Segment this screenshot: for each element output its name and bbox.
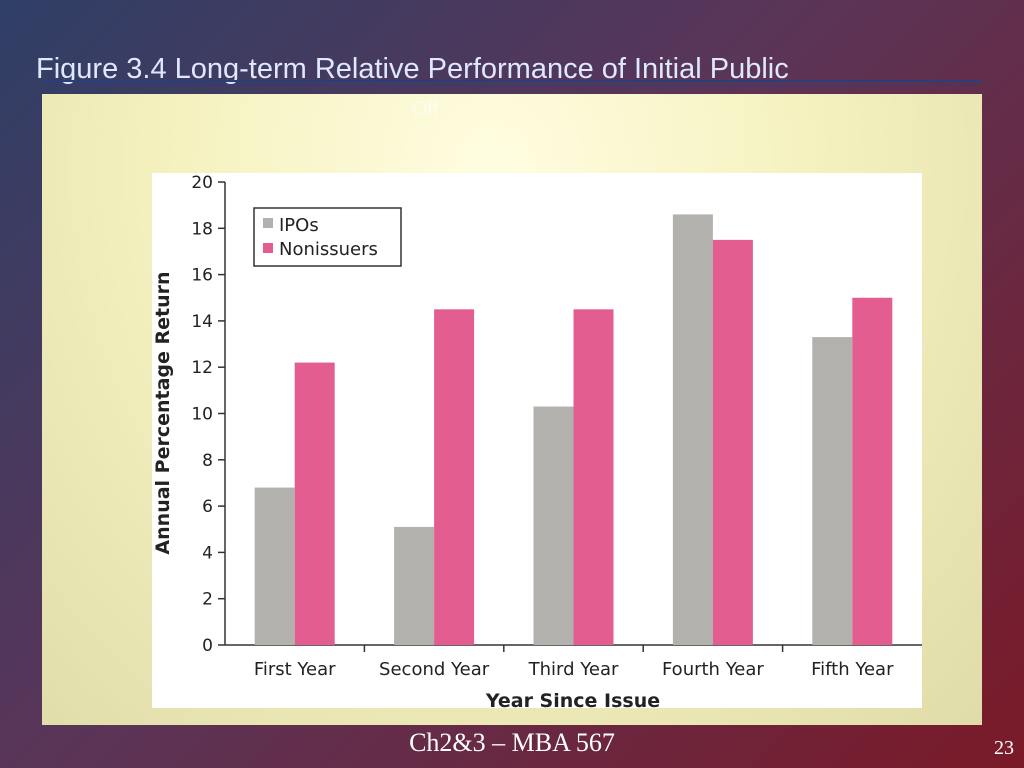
legend: IPOs Nonissuers	[253, 207, 402, 267]
bar-nonissuers-first-year	[294, 362, 335, 645]
y-tick-label: 16	[191, 266, 213, 286]
bar-nonissuers-second-year	[434, 309, 475, 645]
legend-box	[253, 207, 402, 267]
y-tick-label: 8	[202, 451, 213, 471]
x-axis: First Year Second Year Third Year Fourth Ye…	[225, 644, 922, 680]
slide-title-overflow: Off	[412, 98, 439, 120]
y-tick-label: 0	[202, 636, 213, 656]
x-tick-label: First Year	[254, 659, 336, 680]
slide-title: Figure 3.4 Long-term Relative Performanc…	[36, 53, 789, 85]
bar-ipos-third-year	[533, 406, 574, 645]
page-number: 23	[994, 737, 1014, 759]
y-tick-label: 6	[202, 497, 213, 517]
bar-nonissuers-fourth-year	[712, 239, 753, 645]
x-tick-label: Fourth Year	[662, 659, 764, 680]
y-tick-label: 12	[191, 358, 213, 378]
legend-swatch-nonissuers	[263, 243, 273, 253]
chart-container: 0 2 4 6 8 10 12 14 16 18 20 First Year Second Year T…	[152, 173, 922, 708]
y-tick-label: 20	[191, 173, 213, 193]
bar-ipos-first-year	[254, 487, 295, 645]
bar-ipos-fourth-year	[672, 214, 713, 645]
bar-nonissuers-fifth-year	[852, 297, 893, 645]
y-tick-label: 10	[191, 405, 213, 425]
y-tick-label: 18	[191, 219, 213, 239]
bar-ipos-second-year	[394, 526, 435, 645]
bar-chart: 0 2 4 6 8 10 12 14 16 18 20 First Year Second Year T…	[152, 173, 922, 708]
title-divider	[42, 80, 982, 82]
y-axis-label: Annual Percentage Return	[152, 271, 174, 554]
x-tick-label: Third Year	[528, 659, 619, 680]
bar-nonissuers-third-year	[573, 309, 614, 645]
y-tick-label: 14	[191, 312, 213, 332]
bars	[254, 214, 893, 645]
legend-label-ipos: IPOs	[279, 215, 319, 236]
x-tick-label: Fifth Year	[811, 659, 894, 680]
legend-swatch-ipos	[263, 218, 273, 228]
y-axis: 0 2 4 6 8 10 12 14 16 18 20	[191, 173, 226, 656]
title-divider-secondary	[42, 85, 982, 86]
bar-ipos-fifth-year	[812, 337, 853, 645]
x-tick-label: Second Year	[379, 659, 490, 680]
footer-course-label: Ch2&3 – MBA 567	[409, 728, 615, 757]
legend-label-nonissuers: Nonissuers	[279, 239, 378, 260]
y-tick-label: 2	[202, 590, 213, 610]
y-tick-label: 4	[202, 543, 213, 563]
x-axis-label: Year Since Issue	[485, 690, 660, 708]
